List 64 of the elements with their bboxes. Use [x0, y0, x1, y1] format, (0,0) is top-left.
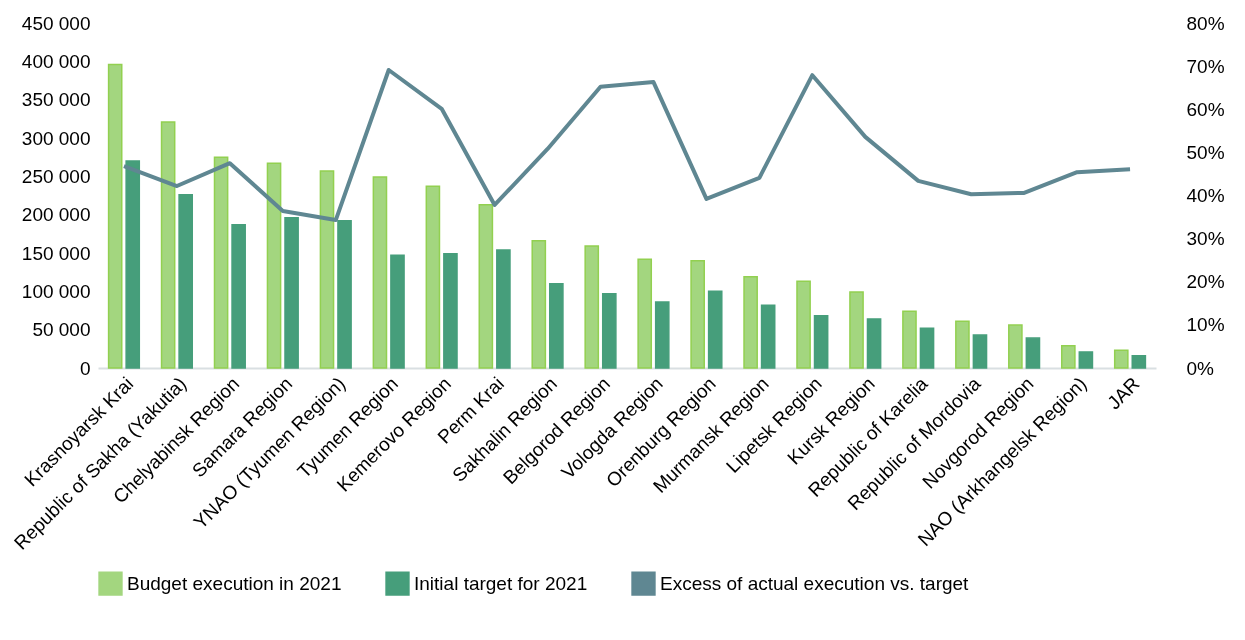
bar [690, 259, 705, 369]
y2-tick-label: 10% [1186, 314, 1225, 336]
bar [531, 239, 547, 369]
y2-tick-label: 70% [1186, 55, 1225, 77]
bar [284, 216, 299, 369]
bar [601, 292, 617, 369]
bar [849, 291, 864, 369]
bar [425, 185, 441, 369]
bar [743, 276, 758, 369]
bar [813, 315, 829, 369]
bar [584, 245, 600, 369]
bar [125, 160, 141, 369]
bar [919, 327, 935, 369]
y2-tick-label: 50% [1186, 141, 1225, 163]
bar [1060, 345, 1076, 369]
legend-label: Excess of actual execution vs. target [660, 572, 970, 594]
bar [231, 223, 246, 369]
bar [160, 121, 176, 369]
bar [637, 258, 653, 369]
bar [902, 310, 917, 369]
bar [372, 176, 388, 369]
y2-tick-label: 40% [1186, 185, 1225, 206]
y-tick-label: 400 000 [21, 50, 91, 72]
y-tick-label: 100 000 [21, 280, 91, 302]
bar [707, 290, 723, 369]
bar [319, 170, 335, 369]
x-tick-label: JAR [1103, 373, 1144, 414]
bar [654, 301, 670, 369]
bar [1025, 337, 1041, 369]
bar [972, 334, 988, 369]
bar [1131, 354, 1147, 369]
bar [1008, 324, 1023, 369]
bar [760, 304, 776, 369]
bar [1078, 351, 1094, 369]
y2-tick-label: 60% [1186, 98, 1225, 120]
y-tick-label: 50 000 [32, 319, 91, 341]
y-tick-label: 450 000 [21, 12, 91, 34]
bar [955, 320, 970, 369]
legend-label: Initial target for 2021 [414, 572, 588, 594]
y-tick-label: 250 000 [21, 165, 91, 187]
bar [266, 162, 282, 369]
bar [178, 193, 194, 369]
y-tick-label: 200 000 [21, 204, 91, 226]
bar [443, 253, 458, 369]
bar [496, 249, 511, 369]
y-tick-label: 350 000 [21, 89, 91, 111]
y2-tick-label: 80% [1186, 12, 1225, 34]
legend-label: Budget execution in 2021 [127, 572, 342, 594]
bar [478, 203, 494, 369]
bar [337, 220, 352, 369]
bar [107, 63, 123, 369]
y2-tick-label: 30% [1186, 228, 1225, 250]
y-tick-label: 300 000 [21, 127, 91, 149]
y2-tick-label: 20% [1186, 271, 1225, 293]
bar [549, 282, 564, 369]
y-tick-label: 0 [79, 357, 91, 379]
line-series [121, 68, 1133, 223]
bar [1113, 349, 1129, 369]
y-tick-label: 150 000 [21, 242, 91, 264]
bar [390, 254, 405, 369]
bar [213, 156, 229, 369]
bar [796, 280, 811, 369]
y2-tick-label: 0% [1186, 357, 1215, 379]
bar [866, 318, 882, 369]
